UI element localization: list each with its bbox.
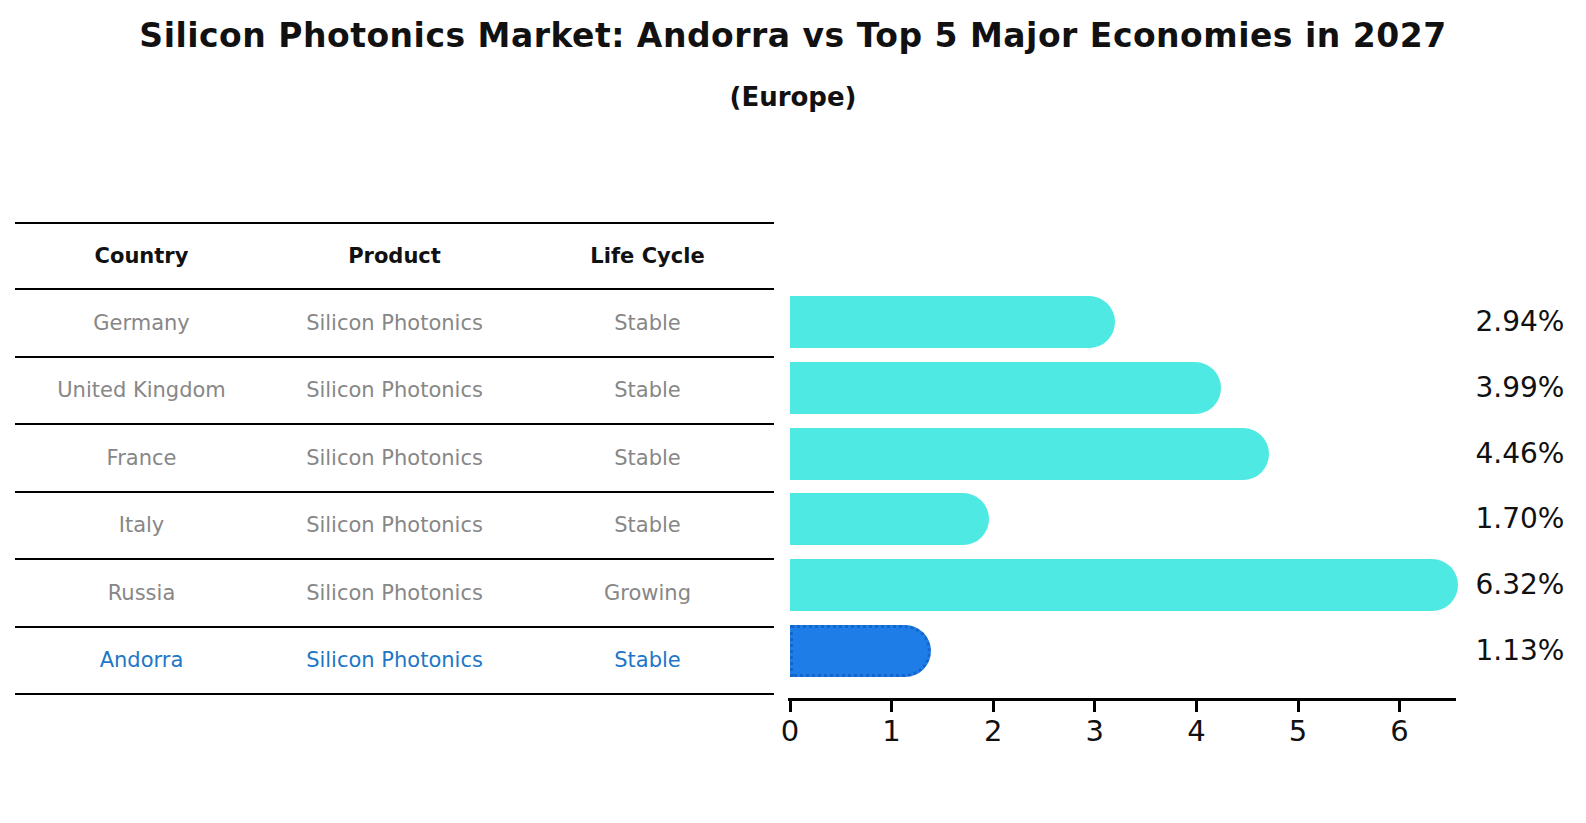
x-axis-tick-3 — [1093, 701, 1096, 712]
bar-france — [790, 428, 1269, 480]
x-axis-tick-label-1: 1 — [862, 714, 922, 748]
x-axis-line — [788, 698, 1456, 701]
value-label-germany: 2.94% — [1450, 305, 1586, 338]
value-label-andorra: 1.13% — [1450, 634, 1586, 667]
bar-andorra — [790, 625, 931, 677]
value-label-italy: 1.70% — [1450, 502, 1586, 535]
x-axis-tick-2 — [992, 701, 995, 712]
bar-italy — [790, 493, 989, 545]
x-axis-tick-label-6: 6 — [1370, 714, 1430, 748]
figure: Silicon Photonics Market: Andorra vs Top… — [0, 0, 1586, 823]
x-axis-tick-6 — [1398, 701, 1401, 712]
x-axis-tick-4 — [1195, 701, 1198, 712]
value-label-russia: 6.32% — [1450, 568, 1586, 601]
x-axis-tick-label-2: 2 — [963, 714, 1023, 748]
x-axis-tick-label-3: 3 — [1065, 714, 1125, 748]
bar-russia — [790, 559, 1458, 611]
x-axis-tick-1 — [890, 701, 893, 712]
bar-united-kingdom — [790, 362, 1221, 414]
bar-chart: 2.94% 3.99% 4.46% 1.70% 6.32% 1.13% 0 1 2 3 4 5 6 — [0, 0, 1586, 823]
x-axis-tick-label-5: 5 — [1268, 714, 1328, 748]
bar-germany — [790, 296, 1115, 348]
x-axis-tick-0 — [789, 701, 792, 712]
value-label-united-kingdom: 3.99% — [1450, 371, 1586, 404]
x-axis-tick-5 — [1297, 701, 1300, 712]
x-axis-tick-label-4: 4 — [1166, 714, 1226, 748]
x-axis-tick-label-0: 0 — [760, 714, 820, 748]
value-label-france: 4.46% — [1450, 437, 1586, 470]
